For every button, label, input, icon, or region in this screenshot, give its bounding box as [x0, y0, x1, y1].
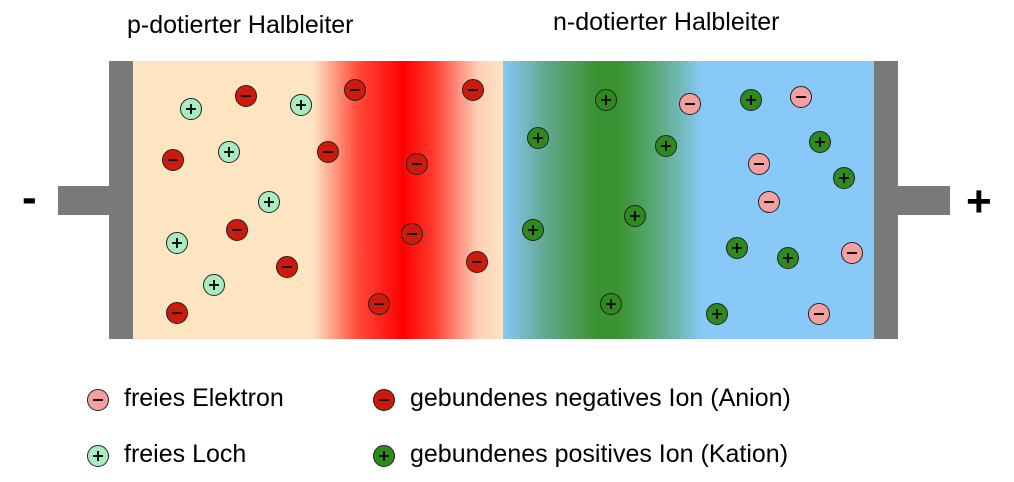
free-hole-icon: [290, 94, 312, 116]
cation-icon: [655, 135, 677, 157]
free-hole-icon: [218, 141, 240, 163]
anion-icon: [162, 149, 184, 171]
cation-icon: [833, 167, 855, 189]
legend-free-electron-label: freies Elektron: [124, 384, 284, 412]
anion-icon: [226, 219, 248, 241]
anion-icon: [344, 79, 366, 101]
anion-icon: [368, 293, 390, 315]
anion-icon: [235, 85, 257, 107]
free-hole-icon: [180, 98, 202, 120]
free-hole-icon: [166, 232, 188, 254]
free-electron-icon: [87, 389, 109, 411]
right-electrode: [874, 61, 898, 339]
free-electron-icon: [748, 153, 770, 175]
cation-icon: [706, 303, 728, 325]
anion-icon: [406, 153, 428, 175]
minus-terminal-sign: -: [22, 173, 37, 222]
p-region-title: p-dotierter Halbleiter: [127, 11, 354, 39]
free-electron-icon: [841, 242, 863, 264]
free-hole-icon: [258, 191, 280, 213]
anion-icon: [166, 302, 188, 324]
cation-icon: [624, 205, 646, 227]
cation-icon: [740, 89, 762, 111]
left-lead: [58, 186, 110, 215]
anion-icon: [401, 223, 423, 245]
free-electron-icon: [679, 93, 701, 115]
legend-anion-label: gebundenes negatives Ion (Anion): [410, 384, 791, 412]
free-electron-icon: [758, 191, 780, 213]
anion-icon: [462, 79, 484, 101]
cation-icon: [527, 127, 549, 149]
free-electron-icon: [790, 86, 812, 108]
anion-icon: [466, 251, 488, 273]
anion-icon: [276, 256, 298, 278]
plus-terminal-sign: +: [966, 177, 992, 226]
cation-icon: [600, 293, 622, 315]
free-electron-icon: [808, 303, 830, 325]
cation-icon: [522, 219, 544, 241]
cation-icon: [726, 237, 748, 259]
cation-icon: [595, 89, 617, 111]
anion-icon: [373, 389, 395, 411]
anion-icon: [317, 141, 339, 163]
legend-free-hole-label: freies Loch: [124, 440, 247, 468]
right-lead: [897, 186, 950, 215]
legend-cation-label: gebundenes positives Ion (Kation): [410, 440, 789, 468]
left-electrode: [109, 61, 133, 339]
n-region-title: n-dotierter Halbleiter: [553, 8, 780, 36]
free-hole-icon: [203, 274, 225, 296]
cation-icon: [373, 445, 395, 467]
cation-icon: [809, 131, 831, 153]
cation-icon: [777, 247, 799, 269]
free-hole-icon: [87, 445, 109, 467]
